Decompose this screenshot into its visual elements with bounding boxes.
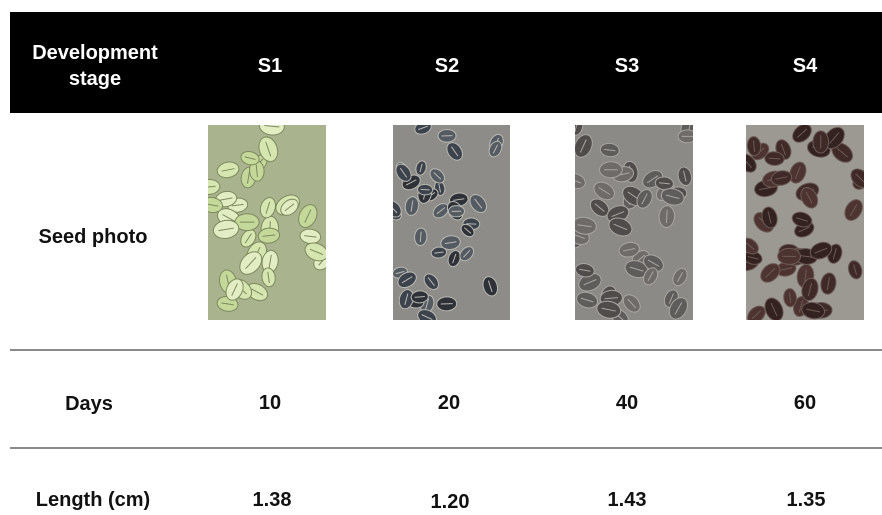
row-label: Days [65, 391, 113, 417]
row-divider [10, 447, 882, 449]
seed-photo [208, 125, 326, 320]
row-divider [10, 349, 882, 351]
cell: 20 [438, 390, 460, 416]
header-cell: S4 [793, 53, 817, 79]
seed-photo [746, 125, 864, 320]
cell: 1.35 [787, 487, 826, 513]
header-cell: S2 [435, 53, 459, 79]
cell: 10 [259, 390, 281, 416]
seed-photo [393, 125, 510, 320]
cell: 1.38 [253, 487, 292, 513]
cell: 60 [794, 390, 816, 416]
cell: 1.20 [431, 489, 470, 515]
header-cell: S1 [258, 53, 282, 79]
row-label: Seed photo [39, 224, 148, 250]
header-cell: S3 [615, 53, 639, 79]
header-cell: Development stage [15, 40, 175, 92]
cell: 40 [616, 390, 638, 416]
photo-part [769, 158, 781, 159]
seed-photo [575, 125, 693, 320]
row-label: Length (cm) [36, 487, 150, 513]
cell: 1.43 [608, 487, 647, 513]
